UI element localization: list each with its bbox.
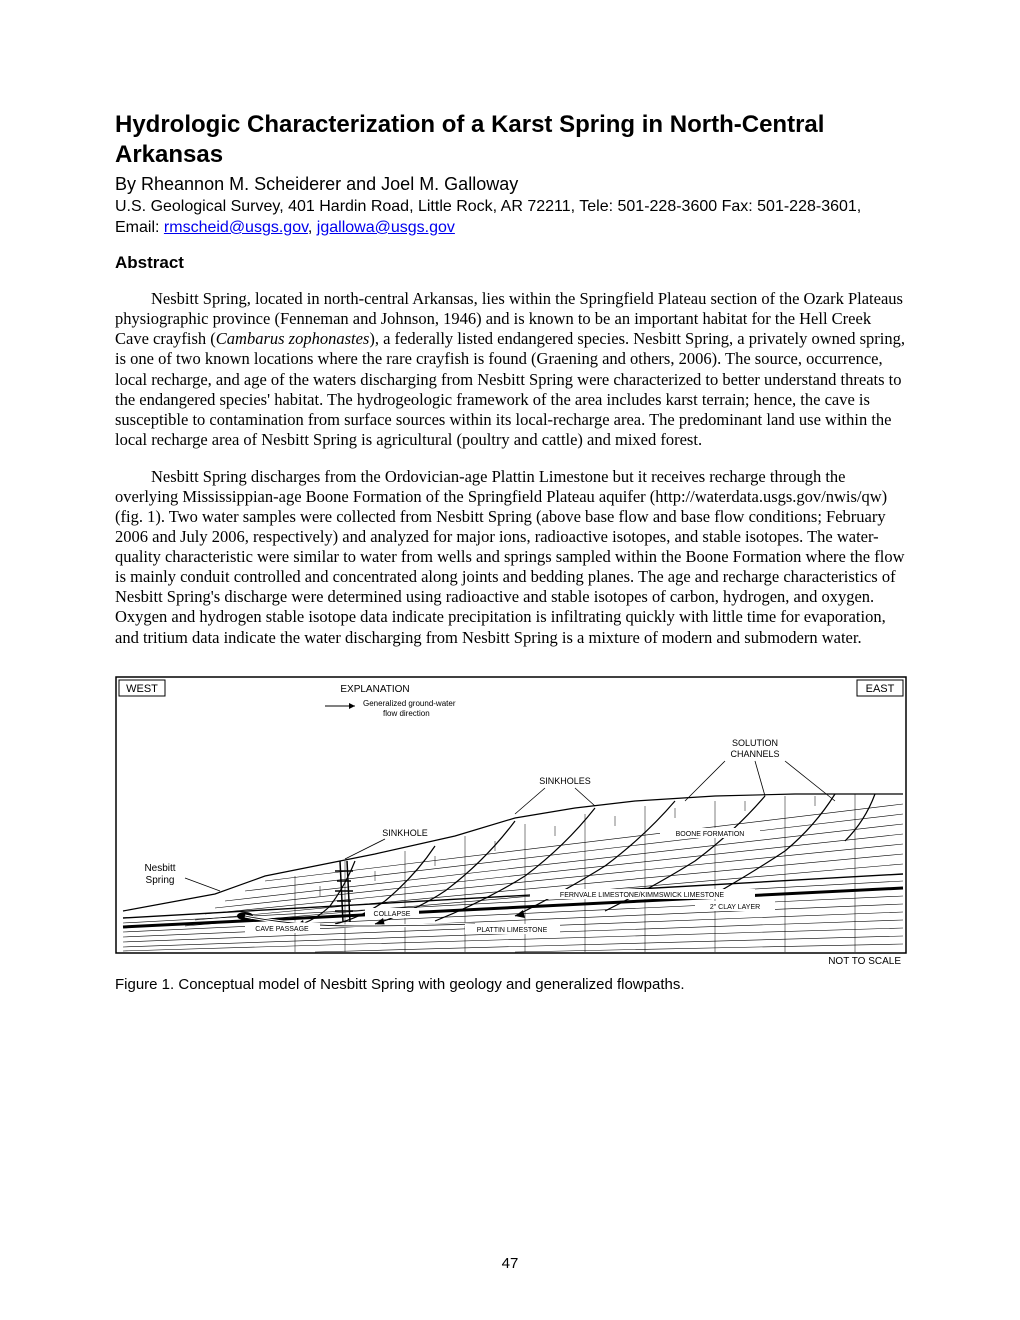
east-label: EAST — [866, 683, 895, 695]
species-name: Cambarus zophonastes — [216, 329, 370, 348]
nesbitt-label-1: Nesbitt — [144, 863, 175, 874]
page-title: Hydrologic Characterization of a Karst S… — [115, 110, 905, 170]
abstract-heading: Abstract — [115, 253, 905, 273]
collapse-label: COLLAPSE — [374, 911, 411, 918]
solution-channels-label-1: SOLUTION — [732, 738, 778, 748]
sinkhole-label: SINKHOLE — [382, 828, 428, 838]
sinkholes-label: SINKHOLES — [539, 776, 591, 786]
email-separator: , — [308, 219, 317, 236]
abstract-paragraph-1: Nesbitt Spring, located in north-central… — [115, 289, 905, 450]
byline-prefix: By — [115, 174, 141, 194]
west-label: WEST — [126, 683, 158, 695]
explanation-text-2: flow direction — [383, 709, 430, 718]
email-link-2[interactable]: jgallowa@usgs.gov — [317, 219, 455, 236]
explanation-text-1: Generalized ground-water — [363, 699, 456, 708]
email-link-1[interactable]: rmscheid@usgs.gov — [164, 219, 308, 236]
explanation-header: EXPLANATION — [340, 684, 409, 695]
solution-channels-label-2: CHANNELS — [730, 749, 779, 759]
figure-1: WEST EAST EXPLANATION Generalized ground… — [115, 676, 905, 993]
affiliation-line: U.S. Geological Survey, 401 Hardin Road,… — [115, 197, 905, 239]
plattin-label: PLATTIN LIMESTONE — [477, 927, 548, 934]
cave-passage-label: CAVE PASSAGE — [255, 926, 309, 933]
figure-1-caption: Figure 1. Conceptual model of Nesbitt Sp… — [115, 976, 905, 993]
abstract-paragraph-2: Nesbitt Spring discharges from the Ordov… — [115, 467, 905, 648]
byline: By Rheannon M. Scheiderer and Joel M. Ga… — [115, 174, 905, 195]
page-number: 47 — [0, 1255, 1020, 1272]
boone-label: BOONE FORMATION — [676, 831, 745, 838]
fernvale-label: FERNVALE LIMESTONE/KIMMSWICK LIMESTONE — [560, 892, 724, 899]
figure-1-svg: WEST EAST EXPLANATION Generalized ground… — [115, 676, 907, 966]
clay-layer-label: 2" CLAY LAYER — [710, 904, 760, 911]
not-to-scale-label: NOT TO SCALE — [828, 956, 901, 966]
byline-authors: Rheannon M. Scheiderer and Joel M. Gallo… — [141, 174, 518, 194]
nesbitt-label-2: Spring — [146, 875, 175, 886]
